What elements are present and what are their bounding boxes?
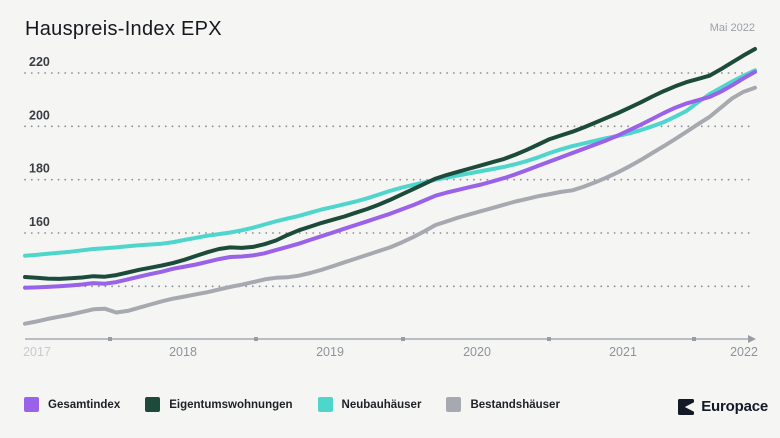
date-label: Mai 2022: [709, 22, 755, 34]
x-axis-arrow-icon: [748, 335, 756, 343]
legend-label-eigentumswohnungen: Eigentumswohnungen: [169, 398, 293, 411]
x-axis-year-label-2018: 2018: [169, 345, 197, 359]
series-line-neubauhaeuser: [23, 68, 757, 258]
y-axis-label-180: 180: [29, 162, 50, 176]
series-line-eigentumswohnungen: [23, 47, 757, 281]
x-axis-tick-3: [547, 337, 551, 341]
legend-item-eigentumswohnungen: Eigentumswohnungen: [145, 397, 293, 412]
europace-e-mark-icon: [678, 398, 695, 415]
y-axis-label-220: 220: [29, 55, 50, 69]
legend-item-neubauhaeuser: Neubauhäuser: [317, 397, 422, 412]
legend-label-neubauhaeuser: Neubauhäuser: [341, 398, 422, 411]
x-axis-year-label-2019: 2019: [316, 345, 344, 359]
legend-item-bestandshaeuser: Bestandshäuser: [446, 397, 560, 412]
legend-label-gesamtindex: Gesamtindex: [48, 398, 121, 411]
x-axis-tick-0: [108, 337, 112, 341]
x-axis-tick-1: [254, 337, 258, 341]
x-axis-tick-2: [401, 337, 405, 341]
legend-swatch-neubauhaeuser: [317, 397, 333, 412]
y-axis-label-200: 200: [29, 108, 50, 122]
europace-logo: Europace: [678, 398, 768, 415]
europace-wordmark: Europace: [701, 398, 768, 415]
legend-swatch-gesamtindex: [24, 397, 39, 412]
series-line-gesamtindex: [23, 69, 757, 290]
chart-title: Hauspreis-Index EPX: [25, 18, 222, 40]
legend-swatch-eigentumswohnungen: [145, 397, 161, 412]
legend: Gesamtindex Eigentumswohnungen Neubauhäuse…: [24, 397, 560, 412]
legend-label-bestandshaeuser: Bestandshäuser: [470, 398, 560, 411]
legend-swatch-bestandshaeuser: [446, 397, 462, 412]
x-axis-year-label-2020: 2020: [463, 345, 491, 359]
x-axis-year-label-2017: 2017: [23, 345, 51, 359]
x-axis-tick-4: [692, 337, 696, 341]
y-axis-label-160: 160: [29, 215, 50, 229]
x-axis-year-label-2022: 2022: [730, 345, 758, 359]
legend-item-gesamtindex: Gesamtindex: [24, 397, 120, 412]
x-axis-year-label-2021: 2021: [609, 345, 637, 359]
series-line-bestandshaeuser: [23, 85, 757, 326]
